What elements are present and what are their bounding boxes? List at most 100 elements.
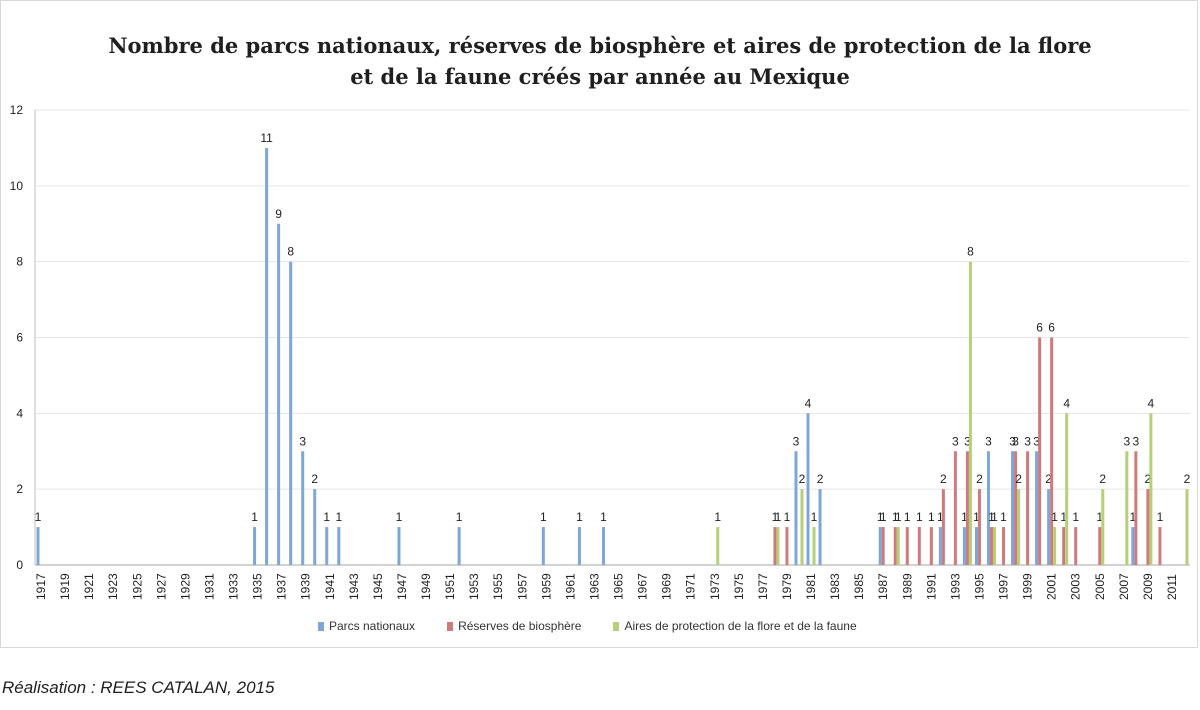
- x-tick-label: 2011: [1165, 574, 1179, 600]
- bar-series2-1994: [968, 261, 972, 565]
- bar-series2-1981: [812, 527, 816, 565]
- x-tick-label: 1955: [491, 573, 505, 600]
- legend-swatch-aires: [613, 621, 620, 631]
- bar-label: 1: [880, 510, 887, 524]
- x-tick-label: 2005: [1093, 573, 1107, 600]
- x-tick-label: 1969: [660, 573, 674, 600]
- bar-label: 2: [311, 472, 318, 486]
- bar-series0-1937: [277, 223, 281, 565]
- bar-label: 1: [928, 510, 935, 524]
- bar-label: 3: [1133, 434, 1140, 448]
- credit-text: Réalisation : REES CATALAN, 2015: [2, 678, 275, 697]
- legend-label-parcs: Parcs nationaux: [329, 619, 416, 633]
- legend-label-reserves: Réserves de biosphère: [458, 619, 582, 633]
- bar-label: 8: [967, 245, 974, 259]
- bar-series1-2002: [1062, 527, 1066, 565]
- bar-series1-1996: [989, 527, 993, 565]
- bar-label: 1: [988, 510, 995, 524]
- bar-label: 1: [895, 510, 902, 524]
- bar-series1-2005: [1098, 527, 1102, 565]
- bar-label: 3: [1123, 434, 1130, 448]
- bar-label: 1: [1072, 510, 1079, 524]
- bar-series2-1980: [800, 489, 804, 565]
- bar-series1-2008: [1134, 451, 1138, 565]
- bar-label: 3: [299, 434, 306, 448]
- bar-label: 4: [805, 396, 812, 410]
- x-tick-label: 1949: [419, 573, 433, 600]
- x-tick-label: 1987: [876, 573, 890, 600]
- x-tick-label: 1947: [395, 573, 409, 600]
- bar-label: 2: [817, 472, 824, 486]
- bar-series2-1996: [992, 527, 996, 565]
- bar-label: 1: [335, 510, 342, 524]
- bar-series0-1938: [289, 261, 293, 565]
- bar-label: 1: [772, 510, 779, 524]
- bar-series1-1990: [917, 527, 921, 565]
- bar-series0-1935: [253, 527, 257, 565]
- bar-series0-1940: [313, 489, 317, 565]
- bar-label: 1: [1096, 510, 1103, 524]
- bar-label: 1: [991, 510, 998, 524]
- bar-series0-1992: [938, 527, 942, 565]
- x-tick-label: 1993: [948, 573, 962, 600]
- bar-series0-1982: [818, 489, 822, 565]
- bar-label: 2: [1045, 472, 1052, 486]
- legend-item-parcs: Parcs nationaux: [318, 619, 415, 633]
- y-tick-label: 10: [10, 179, 24, 193]
- x-tick-label: 1981: [804, 573, 818, 600]
- legend-item-aires: Aires de protection de la flore et de la…: [613, 619, 857, 633]
- bar-series0-2008: [1131, 527, 1135, 565]
- y-tick-label: 6: [16, 331, 23, 345]
- x-tick-label: 1979: [780, 573, 794, 600]
- bar-series2-2009: [1149, 413, 1153, 565]
- bar-series0-2001: [1047, 489, 1051, 565]
- chart-title: Nombre de parcs nationaux, réserves de b…: [108, 33, 1092, 89]
- x-tick-label: 1977: [756, 573, 770, 600]
- x-tick-label: 1997: [997, 573, 1011, 600]
- y-tick-label: 2: [16, 482, 23, 496]
- bar-label: 3: [952, 434, 959, 448]
- y-tick-label: 0: [16, 558, 23, 572]
- bar-label: 3: [985, 434, 992, 448]
- bar-series1-2000: [1038, 337, 1042, 565]
- chart-frame: [0, 0, 1198, 648]
- bar-series0-1936: [265, 147, 269, 565]
- bar-label: 1: [784, 510, 791, 524]
- x-tick-label: 1925: [130, 573, 144, 600]
- x-tick-label: 1961: [563, 573, 577, 600]
- bar-label: 1: [1000, 510, 1007, 524]
- x-tick-label: 1999: [1021, 573, 1035, 600]
- bar-label: 6: [1048, 321, 1055, 335]
- bar-series1-1993: [953, 451, 957, 565]
- x-tick-label: 1931: [202, 573, 216, 600]
- bar-label: 3: [1033, 434, 1040, 448]
- bar-series1-2001: [1050, 337, 1054, 565]
- x-tick-label: 1951: [443, 573, 457, 600]
- x-tick-label: 1995: [972, 573, 986, 600]
- x-tick-label: 2009: [1141, 573, 1155, 600]
- x-tick-label: 1953: [467, 573, 481, 600]
- x-tick-label: 1973: [708, 573, 722, 600]
- x-tick-label: 1935: [251, 573, 265, 600]
- bar-series0-1941: [325, 527, 329, 565]
- x-tick-label: 2001: [1045, 573, 1059, 600]
- bar-label: 2: [976, 472, 983, 486]
- x-tick-label: 1943: [347, 573, 361, 600]
- bar-label: 1: [877, 510, 884, 524]
- bar-series1-1978: [773, 527, 777, 565]
- bar-label: 1: [892, 510, 899, 524]
- bar-series0-1942: [337, 527, 341, 565]
- bar-label: 1: [904, 510, 911, 524]
- bar-series1-1988: [893, 527, 897, 565]
- x-tick-label: 1959: [539, 573, 553, 600]
- bar-series1-2010: [1158, 527, 1162, 565]
- x-tick-label: 1983: [828, 573, 842, 600]
- bar-series0-1962: [577, 527, 581, 565]
- x-tick-label: 2007: [1117, 573, 1131, 600]
- bar-label: 2: [1099, 472, 1106, 486]
- x-tick-label: 1929: [178, 573, 192, 600]
- bar-series0-1964: [601, 527, 605, 565]
- bar-label: 3: [1012, 434, 1019, 448]
- bar-series2-2012: [1185, 489, 1189, 565]
- bar-series1-1979: [785, 527, 789, 565]
